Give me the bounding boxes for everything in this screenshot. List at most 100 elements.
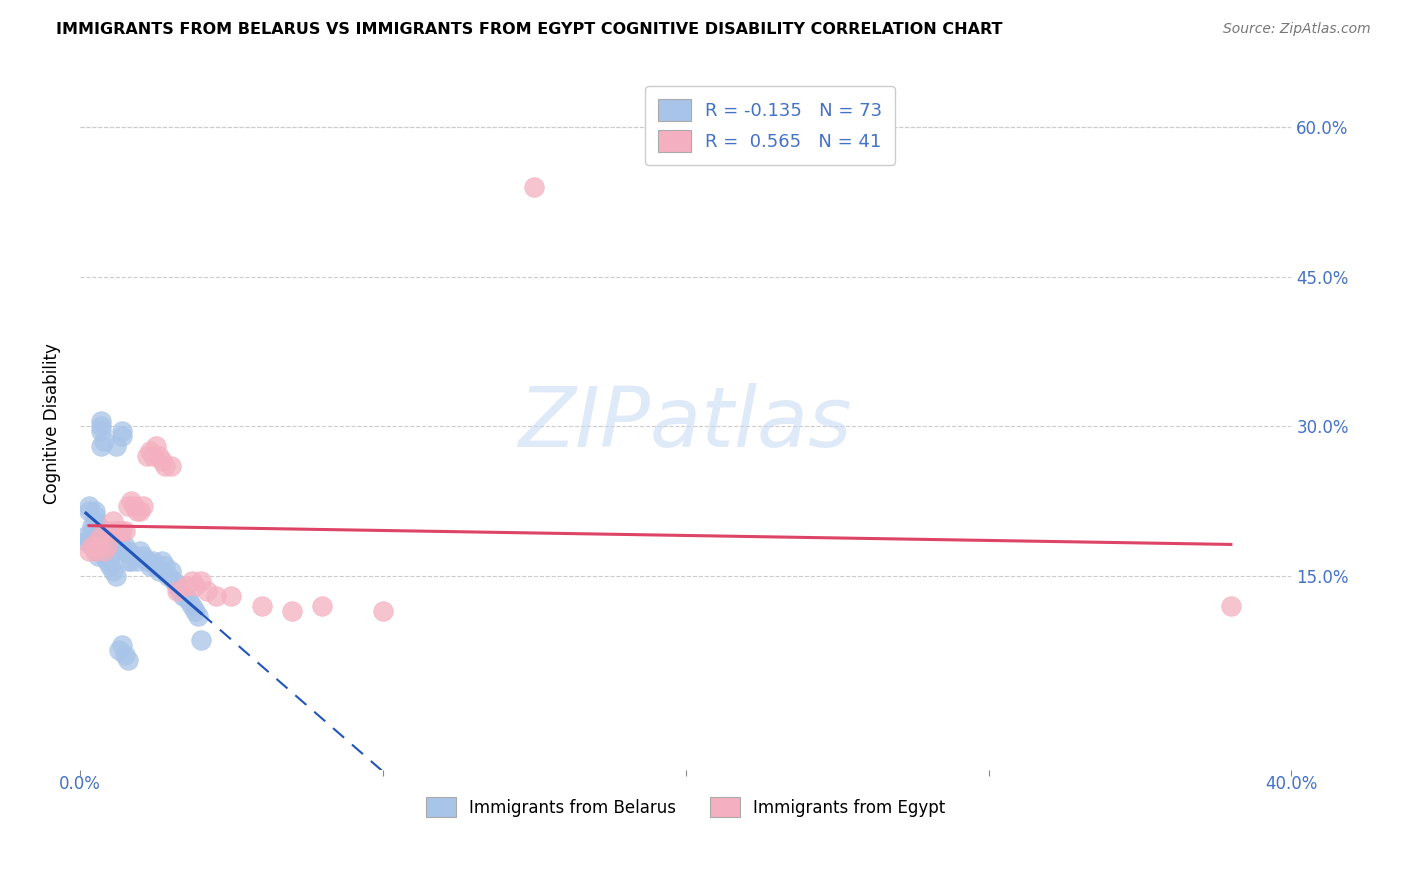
Point — [124, 549, 146, 563]
Point — [250, 599, 273, 613]
Point — [148, 564, 170, 578]
Point — [177, 593, 200, 607]
Point — [523, 180, 546, 194]
Point — [105, 439, 128, 453]
Point — [105, 568, 128, 582]
Point — [120, 494, 142, 508]
Point — [132, 549, 155, 563]
Point — [96, 533, 118, 548]
Point — [120, 554, 142, 568]
Point — [105, 524, 128, 538]
Point — [105, 543, 128, 558]
Point — [111, 429, 134, 443]
Point — [111, 424, 134, 438]
Point — [132, 499, 155, 513]
Point — [145, 558, 167, 573]
Point — [77, 499, 100, 513]
Point — [281, 603, 304, 617]
Point — [184, 603, 207, 617]
Point — [90, 439, 112, 453]
Point — [187, 608, 209, 623]
Point — [172, 589, 194, 603]
Point — [181, 599, 204, 613]
Point — [84, 504, 107, 518]
Point — [84, 514, 107, 528]
Point — [98, 558, 121, 573]
Point — [75, 529, 97, 543]
Point — [80, 519, 103, 533]
Point — [90, 414, 112, 428]
Point — [205, 589, 228, 603]
Point — [156, 568, 179, 582]
Point — [163, 574, 186, 588]
Text: 0.0%: 0.0% — [59, 775, 101, 793]
Point — [124, 499, 146, 513]
Point — [114, 543, 136, 558]
Point — [108, 524, 131, 538]
Text: IMMIGRANTS FROM BELARUS VS IMMIGRANTS FROM EGYPT COGNITIVE DISABILITY CORRELATIO: IMMIGRANTS FROM BELARUS VS IMMIGRANTS FR… — [56, 22, 1002, 37]
Point — [190, 633, 212, 648]
Point — [96, 543, 118, 558]
Point — [114, 524, 136, 538]
Point — [96, 554, 118, 568]
Point — [98, 543, 121, 558]
Point — [84, 508, 107, 523]
Point — [159, 564, 181, 578]
Point — [98, 524, 121, 538]
Point — [84, 524, 107, 538]
Point — [148, 449, 170, 463]
Text: Source: ZipAtlas.com: Source: ZipAtlas.com — [1223, 22, 1371, 37]
Point — [127, 504, 149, 518]
Text: ZIPatlas: ZIPatlas — [519, 384, 852, 464]
Point — [195, 583, 218, 598]
Point — [103, 514, 125, 528]
Point — [87, 543, 110, 558]
Point — [142, 554, 165, 568]
Point — [103, 539, 125, 553]
Point — [150, 454, 173, 468]
Point — [108, 524, 131, 538]
Point — [77, 543, 100, 558]
Point — [117, 653, 139, 667]
Point — [166, 583, 188, 598]
Point — [184, 579, 207, 593]
Point — [108, 529, 131, 543]
Point — [93, 543, 115, 558]
Point — [87, 519, 110, 533]
Point — [80, 539, 103, 553]
Point — [174, 589, 197, 603]
Point — [174, 579, 197, 593]
Point — [129, 504, 152, 518]
Point — [75, 533, 97, 548]
Point — [87, 533, 110, 548]
Point — [96, 529, 118, 543]
Point — [114, 539, 136, 553]
Point — [117, 543, 139, 558]
Point — [96, 539, 118, 553]
Point — [150, 554, 173, 568]
Point — [159, 458, 181, 473]
Point — [111, 524, 134, 538]
Point — [138, 558, 160, 573]
Point — [111, 639, 134, 653]
Point — [166, 579, 188, 593]
Point — [93, 434, 115, 449]
Point — [181, 574, 204, 588]
Point — [77, 504, 100, 518]
Point — [80, 529, 103, 543]
Point — [190, 574, 212, 588]
Point — [93, 549, 115, 563]
Point — [93, 543, 115, 558]
Point — [221, 589, 243, 603]
Point — [90, 419, 112, 434]
Text: 40.0%: 40.0% — [1265, 775, 1317, 793]
Point — [98, 539, 121, 553]
Point — [108, 643, 131, 657]
Point — [1219, 599, 1241, 613]
Point — [117, 554, 139, 568]
Point — [371, 603, 394, 617]
Point — [127, 554, 149, 568]
Legend: Immigrants from Belarus, Immigrants from Egypt: Immigrants from Belarus, Immigrants from… — [419, 790, 952, 824]
Point — [145, 439, 167, 453]
Point — [80, 524, 103, 538]
